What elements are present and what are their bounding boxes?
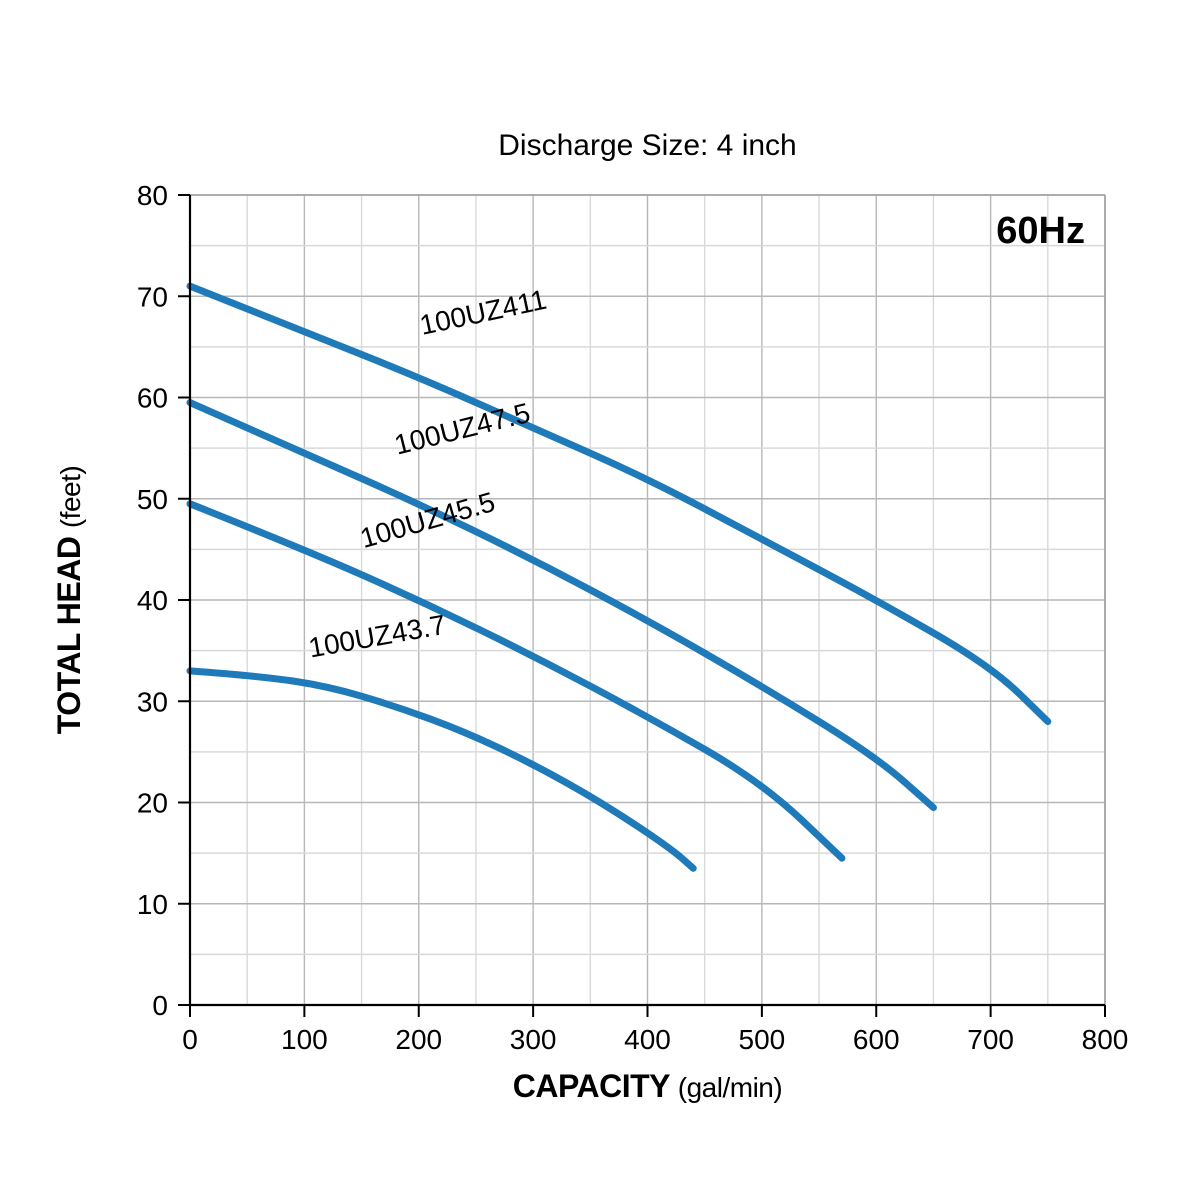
- chart-title: Discharge Size: 4 inch: [498, 129, 796, 162]
- y-tick-label: 80: [137, 180, 168, 211]
- x-tick-label: 400: [624, 1024, 671, 1055]
- y-tick-label: 10: [137, 889, 168, 920]
- y-tick-label: 70: [137, 281, 168, 312]
- x-tick-label: 800: [1082, 1024, 1129, 1055]
- frequency-label: 60Hz: [996, 210, 1085, 252]
- x-tick-label: 0: [182, 1024, 198, 1055]
- y-axis-label: TOTAL HEAD (feet): [51, 466, 87, 734]
- x-tick-label: 700: [967, 1024, 1014, 1055]
- y-tick-label: 40: [137, 585, 168, 616]
- x-axis-label: CAPACITY (gal/min): [513, 1068, 782, 1104]
- x-tick-label: 300: [510, 1024, 557, 1055]
- x-tick-label: 600: [853, 1024, 900, 1055]
- y-tick-label: 50: [137, 484, 168, 515]
- pump-curve-chart: 0 100 200 300 400 500 600 700 800 0 10 20 30 40 50 60 70…: [0, 0, 1200, 1200]
- x-tick-label: 200: [395, 1024, 442, 1055]
- y-tick-label: 0: [152, 990, 168, 1021]
- x-tick-label: 500: [739, 1024, 786, 1055]
- y-tick-label: 20: [137, 788, 168, 819]
- chart-svg: 0 100 200 300 400 500 600 700 800 0 10 20 30 40 50 60 70…: [0, 0, 1200, 1200]
- y-tick-label: 60: [137, 383, 168, 414]
- y-tick-label: 30: [137, 686, 168, 717]
- x-tick-label: 100: [281, 1024, 328, 1055]
